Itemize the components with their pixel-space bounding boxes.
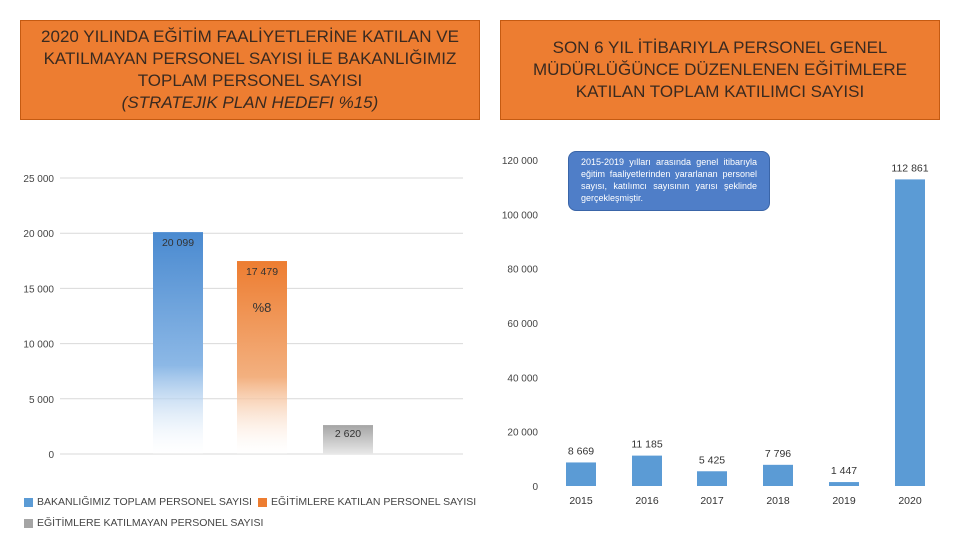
left-bar-data-label: 2 620 (335, 428, 361, 440)
right-y-tick-label: 0 (532, 482, 538, 493)
right-y-tick-label: 40 000 (507, 373, 538, 384)
legend-swatch-gray (24, 518, 33, 528)
right-x-tick-label: 2017 (700, 495, 724, 507)
right-x-tick-label: 2016 (635, 495, 659, 507)
legend-label-not-attended: EĞİTİMLERE KATILMAYAN PERSONEL SAYISI (37, 517, 264, 529)
right-bar-data-label: 7 796 (765, 448, 791, 460)
right-bar (763, 464, 793, 486)
left-bar-data-label: 17 479 (246, 266, 278, 278)
legend-swatch-orange (258, 497, 267, 507)
left-bar (153, 232, 203, 454)
right-y-tick-label: 60 000 (507, 319, 538, 330)
right-x-tick-label: 2015 (569, 495, 593, 507)
legend-swatch-blue (24, 497, 33, 507)
left-chart-title-box: 2020 YILINDA EĞİTİM FAALİYETLERİNE KATIL… (20, 20, 480, 120)
left-chart-title: 2020 YILINDA EĞİTİM FAALİYETLERİNE KATIL… (41, 27, 459, 90)
callout-note: 2015-2019 yılları arasında genel itibarı… (568, 151, 770, 211)
left-chart-subtitle: (STRATEJIK PLAN HEDEFI %15) (121, 93, 379, 112)
right-bar-data-label: 1 447 (831, 465, 857, 477)
right-y-tick-label: 120 000 (502, 156, 539, 167)
left-y-tick-label: 5 000 (29, 395, 54, 406)
legend-label-total: BAKANLIĞIMIZ TOPLAM PERSONEL SAYISI (37, 496, 252, 508)
right-x-tick-label: 2020 (898, 495, 922, 507)
right-x-tick-label: 2019 (832, 495, 856, 507)
right-x-tick-label: 2018 (766, 495, 790, 507)
left-y-tick-label: 20 000 (23, 229, 54, 240)
right-bar (566, 462, 596, 486)
right-bar-data-label: 8 669 (568, 445, 594, 457)
left-percent-annotation: %8 (253, 300, 272, 315)
right-bar (895, 179, 925, 486)
right-y-tick-label: 100 000 (502, 210, 539, 221)
right-chart-title-box: SON 6 YIL İTİBARIYLA PERSONEL GENEL MÜDÜ… (500, 20, 940, 120)
right-bar-data-label: 112 861 (891, 162, 928, 174)
legend-item-total: BAKANLIĞIMIZ TOPLAM PERSONEL SAYISI (24, 496, 252, 508)
right-bar (697, 471, 727, 486)
right-bar-data-label: 5 425 (699, 454, 725, 466)
legend-item-not-attended: EĞİTİMLERE KATILMAYAN PERSONEL SAYISI (24, 517, 263, 529)
left-bar (237, 261, 287, 454)
legend-label-attended: EĞİTİMLERE KATILAN PERSONEL SAYISI (271, 496, 477, 508)
right-bar-chart: 0 20 000 40 000 60 000 80 000 100 000 120 000 8… (502, 156, 929, 507)
left-y-tick-label: 15 000 (23, 284, 54, 295)
left-bar-data-label: 20 099 (162, 237, 194, 249)
left-y-tick-label: 0 (48, 450, 54, 461)
right-chart-title: SON 6 YIL İTİBARIYLA PERSONEL GENEL MÜDÜ… (532, 38, 908, 101)
left-y-tick-label: 25 000 (23, 174, 54, 185)
right-y-tick-label: 80 000 (507, 265, 538, 276)
right-bar-data-label: 11 185 (631, 439, 662, 451)
legend-item-attended: EĞİTİMLERE KATILAN PERSONEL SAYISI (258, 496, 476, 508)
left-bar (323, 425, 373, 454)
right-bar (829, 482, 859, 486)
right-bar (632, 455, 662, 486)
right-y-tick-label: 20 000 (507, 428, 538, 439)
left-bar-chart: 0 5 000 10 000 15 000 20 000 25 000 20 099 17 4… (23, 174, 463, 461)
left-y-tick-label: 10 000 (23, 340, 54, 351)
